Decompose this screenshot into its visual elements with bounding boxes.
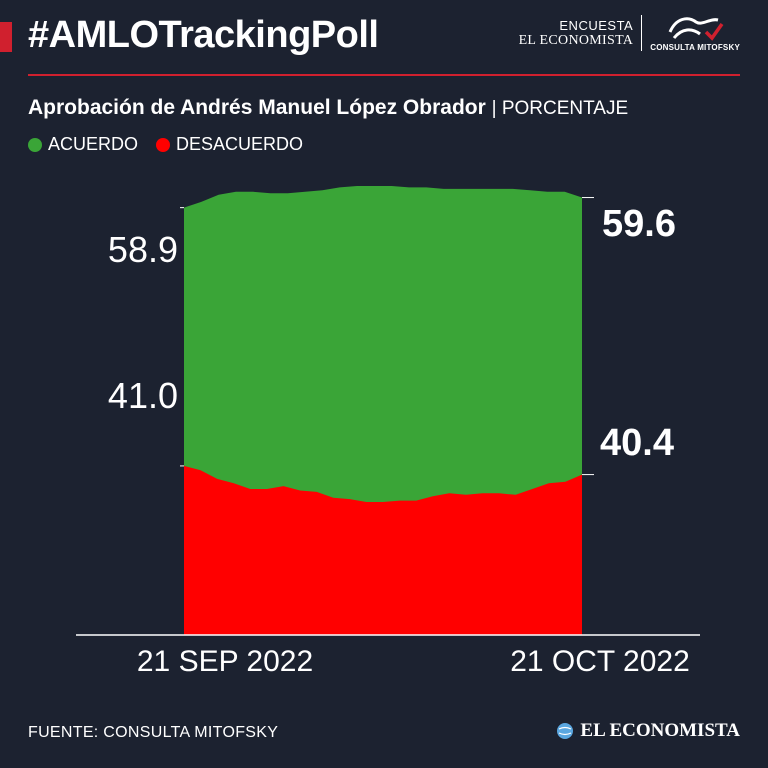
chart-subtitle: Aprobación de Andrés Manuel López Obrado… — [28, 96, 628, 120]
accent-bar — [0, 22, 12, 52]
chart-title: Aprobación de Andrés Manuel López Obrado… — [28, 96, 486, 119]
header-rule — [28, 74, 740, 76]
mitofsky-emblem-icon — [668, 17, 724, 41]
legend-item-acuerdo: ACUERDO — [28, 134, 138, 155]
start-label-acuerdo: 58.9 — [108, 229, 178, 270]
start-label-desacuerdo: 41.0 — [108, 375, 178, 416]
brand-block: ENCUESTA EL ECONOMISTA CONSULTA MITOFSKY — [519, 14, 740, 52]
globe-icon — [557, 723, 574, 739]
legend: ACUERDO DESACUERDO — [28, 134, 303, 155]
legend-label-acuerdo: ACUERDO — [48, 134, 139, 154]
footer-logo: EL ECONOMISTA — [556, 720, 740, 742]
brand-text: ENCUESTA EL ECONOMISTA — [519, 18, 634, 48]
hashtag-title: #AMLOTrackingPoll — [28, 14, 379, 56]
source-note: FUENTE: CONSULTA MITOFSKY — [28, 724, 279, 741]
legend-item-desacuerdo: DESACUERDO — [156, 134, 303, 155]
footer-logo-text: EL ECONOMISTA — [580, 720, 740, 741]
area-desacuerdo — [184, 465, 582, 635]
x-label-start: 21 SEP 2022 — [137, 645, 313, 678]
brand-line1: ENCUESTA — [559, 18, 634, 33]
brand-separator — [641, 15, 643, 51]
legend-label-desacuerdo: DESACUERDO — [176, 134, 304, 154]
x-label-end: 21 OCT 2022 — [510, 645, 690, 678]
legend-swatch-desacuerdo — [156, 137, 171, 152]
partner-label: CONSULTA MITOFSKY — [650, 43, 740, 52]
legend-swatch-acuerdo — [28, 137, 42, 152]
mitofsky-logo: CONSULTA MITOFSKY — [650, 14, 740, 52]
brand-line2: EL ECONOMISTA — [518, 33, 634, 48]
chart-unit: | PORCENTAJE — [491, 98, 629, 119]
end-label-acuerdo: 59.6 — [602, 203, 676, 245]
end-label-desacuerdo: 40.4 — [600, 422, 674, 464]
